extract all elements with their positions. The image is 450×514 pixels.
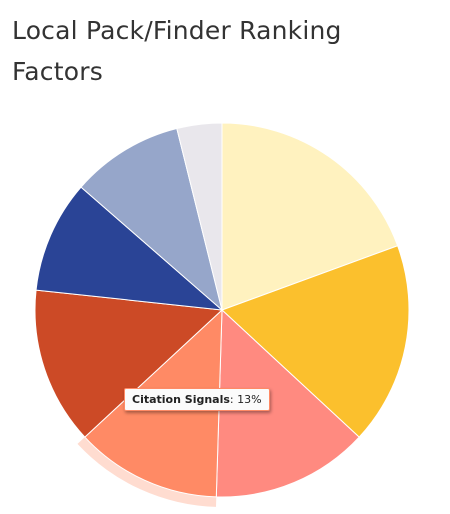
pie-slice-7[interactable]	[80, 128, 223, 311]
pie-slice-8[interactable]	[176, 122, 223, 311]
slice-tooltip: Citation Signals: 13%	[124, 388, 270, 411]
pie-slice-5[interactable]	[34, 289, 223, 438]
tooltip-separator: :	[229, 393, 238, 406]
chart-title: Local Pack/Finder Ranking Factors	[12, 16, 342, 86]
pie-slice-3[interactable]	[215, 309, 360, 498]
pie-slice-6[interactable]	[35, 186, 223, 311]
pie-slice-1[interactable]	[221, 122, 399, 311]
tooltip-label: Citation Signals	[132, 393, 230, 406]
tooltip-value: 13%	[237, 393, 262, 406]
pie-slice-2[interactable]	[221, 245, 410, 438]
